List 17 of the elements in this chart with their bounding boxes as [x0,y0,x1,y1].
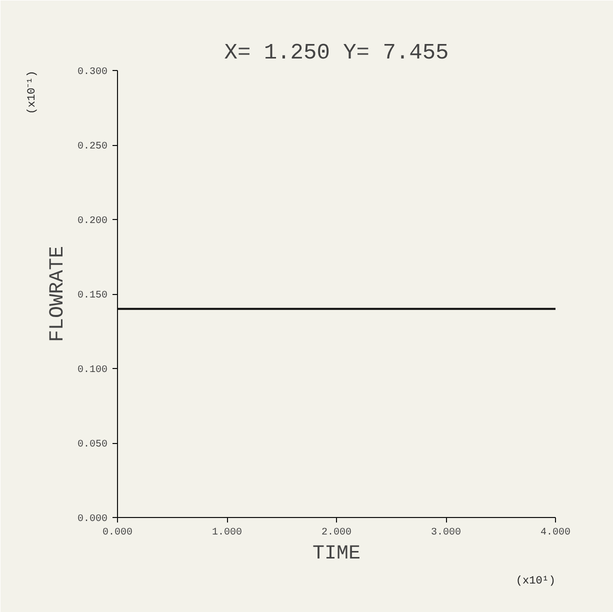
y-tick-label: 0.200 [77,216,108,227]
y-tick-label: 0.250 [77,142,108,152]
x-tick-label: 2.000 [322,528,352,538]
x-axis-title: TIME [312,542,361,566]
x-tick-label: 3.000 [431,528,462,538]
y-axis-title: FLOWRATE [46,246,70,342]
y-tick-label: 0.300 [77,67,108,78]
x-tick-label: 4.000 [540,528,571,538]
y-tick-label: 0.050 [77,440,108,450]
y-tick-label: 0.150 [77,290,108,302]
x-tick-label: 0.000 [102,528,133,538]
text: (x10⁻¹) [26,70,38,114]
x-tick-label: 1.000 [212,528,242,538]
chart-title: X= 1.250 Y= 7.455 [224,40,449,66]
y-tick-label: 0.000 [77,514,108,525]
y-tick-label: 0.100 [77,365,108,376]
text: (x10¹) [516,576,556,588]
